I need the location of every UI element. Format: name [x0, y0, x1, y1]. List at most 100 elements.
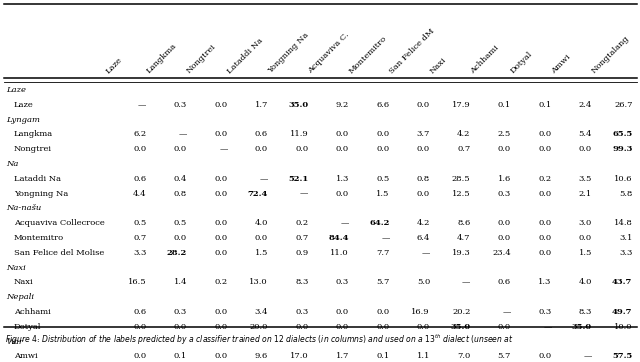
Text: 0.0: 0.0 [214, 175, 227, 183]
Text: Naxi: Naxi [428, 55, 448, 75]
Text: —: — [422, 249, 430, 257]
Text: 16.5: 16.5 [128, 278, 147, 286]
Text: War: War [6, 338, 23, 346]
Text: 3.0: 3.0 [579, 219, 592, 227]
Text: Langkma: Langkma [14, 130, 53, 138]
Text: 0.0: 0.0 [417, 190, 430, 198]
Text: 35.0: 35.0 [572, 323, 592, 331]
Text: 11.0: 11.0 [330, 249, 349, 257]
Text: 1.3: 1.3 [538, 278, 552, 286]
Text: 4.7: 4.7 [457, 234, 470, 242]
Text: —: — [260, 175, 268, 183]
Text: Yongning Na: Yongning Na [266, 31, 310, 75]
Text: 1.7: 1.7 [255, 101, 268, 109]
Text: Achhami: Achhami [14, 308, 51, 316]
Text: 0.0: 0.0 [336, 323, 349, 331]
Text: 10.0: 10.0 [614, 323, 632, 331]
Text: 0.0: 0.0 [538, 352, 552, 361]
Text: 65.5: 65.5 [612, 130, 632, 138]
Text: 4.0: 4.0 [579, 278, 592, 286]
Text: 0.0: 0.0 [498, 145, 511, 153]
Text: Lataddi Na: Lataddi Na [226, 36, 265, 75]
Text: 0.0: 0.0 [214, 219, 227, 227]
Text: 35.0: 35.0 [451, 323, 470, 331]
Text: Na: Na [6, 160, 19, 168]
Text: 0.7: 0.7 [457, 145, 470, 153]
Text: —: — [219, 145, 227, 153]
Text: 0.0: 0.0 [133, 323, 147, 331]
Text: 16.9: 16.9 [412, 308, 430, 316]
Text: 0.0: 0.0 [214, 323, 227, 331]
Text: 0.3: 0.3 [538, 308, 552, 316]
Text: 0.0: 0.0 [214, 234, 227, 242]
Text: 0.0: 0.0 [417, 101, 430, 109]
Text: 0.0: 0.0 [255, 145, 268, 153]
Text: Acquaviva C.: Acquaviva C. [307, 31, 351, 75]
Text: 0.0: 0.0 [336, 130, 349, 138]
Text: 5.7: 5.7 [376, 278, 390, 286]
Text: 0.0: 0.0 [417, 145, 430, 153]
Text: 0.0: 0.0 [174, 145, 187, 153]
Text: 0.5: 0.5 [376, 175, 390, 183]
Text: 4.2: 4.2 [417, 219, 430, 227]
Text: 0.0: 0.0 [538, 145, 552, 153]
Text: —: — [179, 130, 187, 138]
Text: Nongtrei: Nongtrei [14, 145, 52, 153]
Text: —: — [584, 352, 592, 361]
Text: —: — [543, 323, 552, 331]
Text: 1.5: 1.5 [579, 249, 592, 257]
Text: 0.0: 0.0 [376, 308, 390, 316]
Text: Lyngam: Lyngam [6, 115, 40, 123]
Text: 5.0: 5.0 [417, 278, 430, 286]
Text: 0.7: 0.7 [295, 234, 308, 242]
Text: 0.0: 0.0 [376, 130, 390, 138]
Text: 1.1: 1.1 [417, 352, 430, 361]
Text: 0.6: 0.6 [133, 308, 147, 316]
Text: 26.7: 26.7 [614, 101, 632, 109]
Text: 4.2: 4.2 [457, 130, 470, 138]
Text: 2.1: 2.1 [579, 190, 592, 198]
Text: 1.5: 1.5 [376, 190, 390, 198]
Text: 0.7: 0.7 [133, 234, 147, 242]
Text: 72.4: 72.4 [248, 190, 268, 198]
Text: —: — [300, 190, 308, 198]
Text: 0.0: 0.0 [214, 101, 227, 109]
Text: 0.3: 0.3 [173, 101, 187, 109]
Text: 9.2: 9.2 [336, 101, 349, 109]
Text: 3.1: 3.1 [619, 234, 632, 242]
Text: 57.5: 57.5 [612, 352, 632, 361]
Text: Achhami: Achhami [469, 43, 500, 75]
Text: 17.9: 17.9 [452, 101, 470, 109]
Text: 0.6: 0.6 [255, 130, 268, 138]
Text: 28.2: 28.2 [167, 249, 187, 257]
Text: —: — [138, 101, 147, 109]
Text: Na-našu: Na-našu [6, 205, 41, 212]
Text: Naxi: Naxi [14, 278, 34, 286]
Text: 0.2: 0.2 [538, 175, 552, 183]
Text: 0.1: 0.1 [538, 101, 552, 109]
Text: 9.6: 9.6 [255, 352, 268, 361]
Text: 0.0: 0.0 [214, 249, 227, 257]
Text: 3.3: 3.3 [133, 249, 147, 257]
Text: 0.0: 0.0 [214, 130, 227, 138]
Text: 5.4: 5.4 [579, 130, 592, 138]
Text: 0.1: 0.1 [376, 352, 390, 361]
Text: Nongtalang: Nongtalang [590, 34, 631, 75]
Text: 0.0: 0.0 [579, 145, 592, 153]
Text: 0.5: 0.5 [133, 219, 147, 227]
Text: 4.0: 4.0 [255, 219, 268, 227]
Text: 6.2: 6.2 [133, 130, 147, 138]
Text: Lataddi Na: Lataddi Na [14, 175, 61, 183]
Text: 0.3: 0.3 [295, 308, 308, 316]
Text: 0.0: 0.0 [174, 323, 187, 331]
Text: Laze: Laze [6, 86, 26, 94]
Text: 0.0: 0.0 [174, 234, 187, 242]
Text: 3.4: 3.4 [255, 308, 268, 316]
Text: 84.4: 84.4 [328, 234, 349, 242]
Text: 10.6: 10.6 [614, 175, 632, 183]
Text: Langkma: Langkma [145, 42, 178, 75]
Text: 7.7: 7.7 [376, 249, 390, 257]
Text: 0.0: 0.0 [538, 130, 552, 138]
Text: 49.7: 49.7 [612, 308, 632, 316]
Text: 5.7: 5.7 [498, 352, 511, 361]
